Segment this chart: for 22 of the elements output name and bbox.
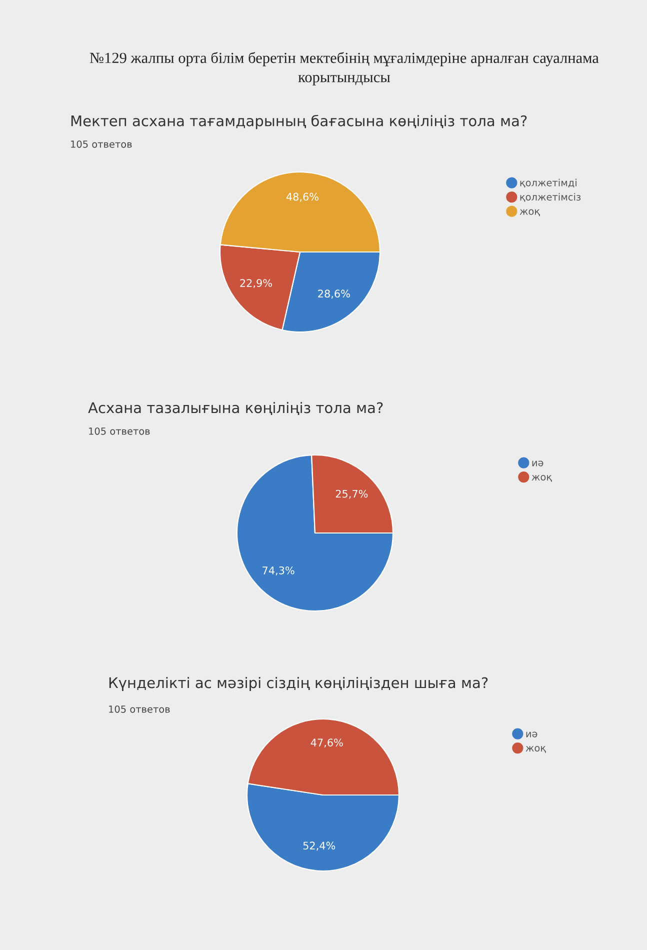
data-label: 74,3%: [262, 566, 294, 576]
text: 105 ответов: [109, 705, 170, 713]
legend-label: иә: [526, 732, 538, 738]
data-label: 28,6%: [318, 290, 350, 299]
chart-title: Күнделікті ас мәзірі сіздің көңіліңізден шыға ма?: [109, 676, 488, 692]
data-label: 52,4%: [303, 842, 336, 851]
legend-label: жоқ: [532, 475, 552, 482]
text: 105 ответов: [71, 140, 132, 148]
pie-slice: [236, 454, 394, 612]
data-label: 25,7%: [336, 490, 368, 499]
legend-label: жоқ: [526, 746, 546, 753]
text: 105 ответов: [89, 427, 150, 435]
data-label: 47,6%: [310, 738, 343, 748]
data-label: 48,6%: [286, 192, 318, 202]
legend-label: иә: [532, 460, 544, 466]
chart-title: Асхана тазалығына көңіліңіз тола ма?: [88, 402, 383, 416]
legend-label: қолжетімсіз: [520, 193, 581, 202]
chart-title: Мектеп асхана тағамдарының бағасына көңіліңіз тола ма?: [71, 114, 527, 130]
legend-label: қолжетімді: [520, 178, 576, 188]
legend-label: жоқ: [520, 209, 540, 216]
text: №129 жалпы орта білім беретін мектебінің мұғалімдеріне арналған сауалнама корытындысы: [90, 52, 599, 86]
data-label: 22,9%: [240, 279, 272, 288]
